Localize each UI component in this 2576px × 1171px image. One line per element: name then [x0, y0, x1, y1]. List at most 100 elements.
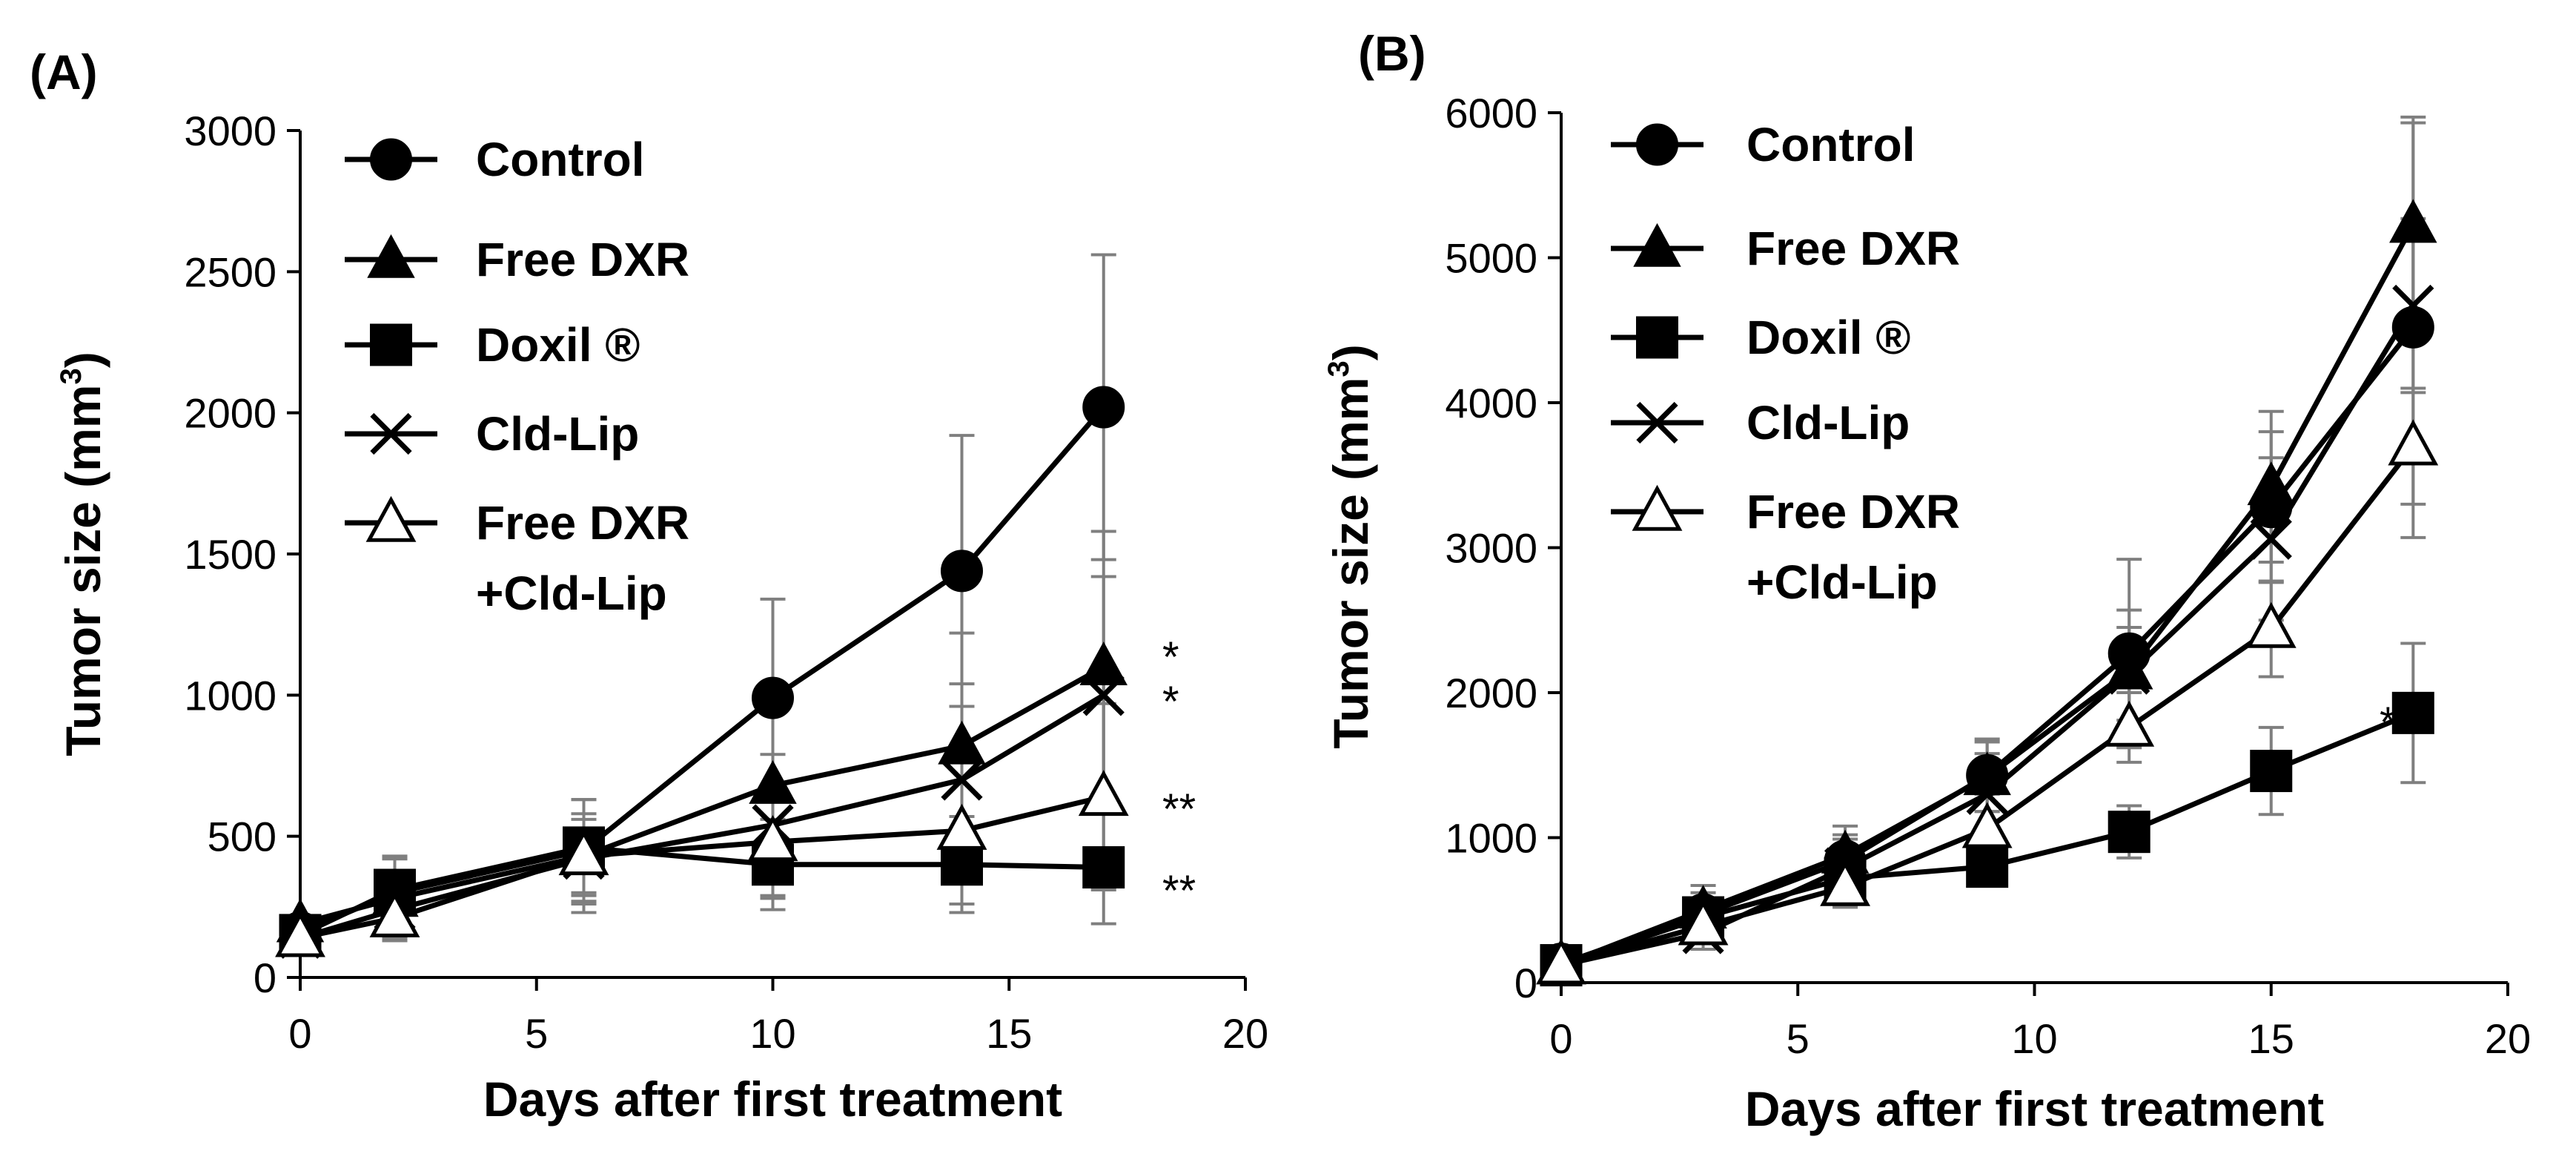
legend: Control Free DXR Doxil ® Cld-Lip Free DXR +Cl…: [1611, 118, 1960, 609]
data-point-cross: [2108, 653, 2150, 695]
y-tick-label: 2000: [184, 390, 277, 437]
legend-marker-cross: [1636, 401, 1678, 444]
y-tick-label: 2000: [1445, 670, 1537, 716]
x-tick-label: 10: [2011, 1015, 2057, 1062]
y-tick-label: 4000: [1445, 380, 1537, 426]
y-axis-title-main: Tumor size (mm: [56, 385, 110, 756]
data-point-open-triangle: [1820, 860, 1871, 906]
significance-marker: *: [1162, 678, 1179, 726]
legend-label: Control: [1746, 118, 1916, 171]
data-point-triangle: [749, 759, 797, 804]
y-tick-label: 0: [254, 954, 277, 1001]
data-point-circle: [1082, 386, 1125, 429]
data-point-cross: [1966, 773, 2008, 815]
legend-marker-open-triangle: [365, 495, 417, 542]
legend-marker-square: [370, 323, 412, 366]
y-tick-label: 5000: [1445, 235, 1537, 282]
x-tick-label: 15: [986, 1010, 1032, 1057]
data-point-open-triangle: [2245, 601, 2297, 648]
legend-label: Doxil ®: [476, 318, 640, 372]
data-point-triangle: [938, 720, 986, 765]
y-axis-title-sup: 3: [1322, 360, 1355, 377]
data-point-triangle: [2389, 199, 2437, 243]
legend-label: Free DXR: [1746, 485, 1960, 538]
x-axis-title: Days after first treatment: [1745, 1081, 2324, 1136]
data-point-open-triangle: [936, 803, 987, 850]
legend-label: Free DXR: [1746, 222, 1960, 275]
data-point-open-triangle: [275, 911, 325, 957]
data-point-open-triangle: [1078, 770, 1129, 817]
y-axis-title-end: ): [56, 352, 110, 368]
legend-marker-square: [1636, 316, 1678, 359]
legend: Control Free DXR Doxil ® Cld-Lip Free DXR +Cl…: [345, 133, 689, 620]
x-tick-label: 10: [749, 1010, 795, 1057]
legend-label: +Cld-Lip: [1746, 555, 1938, 609]
data-point-open-triangle: [558, 829, 609, 876]
data-point-triangle: [1079, 641, 1128, 686]
data-point-triangle: [2105, 645, 2153, 690]
y-tick-label: 3000: [184, 108, 277, 154]
legend-label: Cld-Lip: [1746, 396, 1910, 449]
data-point-cross: [1082, 674, 1125, 716]
y-axis-title: Tumor size (mm3): [55, 352, 110, 756]
data-point-open-triangle: [1678, 899, 1729, 946]
x-tick-label: 15: [2248, 1015, 2294, 1062]
data-point-circle: [941, 550, 983, 593]
y-tick-label: 3000: [1445, 525, 1537, 572]
data-point-open-triangle: [1961, 802, 2013, 848]
y-axis-title-sup: 3: [55, 368, 87, 384]
y-tick-label: 1000: [184, 672, 277, 719]
y-tick-label: 500: [208, 814, 277, 860]
legend-label: Doxil ®: [1746, 311, 1910, 364]
legend-marker-open-triangle: [1632, 484, 1683, 531]
significance-marker: **: [2380, 699, 2413, 747]
y-axis-title-main: Tumor size (mm: [1323, 377, 1378, 749]
data-point-square: [941, 843, 983, 886]
legend-marker-triangle: [1633, 222, 1681, 267]
data-point-square: [1966, 845, 2009, 888]
significance-marker: *: [1162, 633, 1179, 682]
x-axis-title: Days after first treatment: [483, 1072, 1062, 1127]
y-tick-label: 1500: [184, 531, 277, 578]
data-point-triangle: [2247, 461, 2295, 506]
significance-marker: **: [1162, 785, 1196, 834]
data-point-circle: [2391, 306, 2434, 349]
y-tick-label: 2500: [184, 248, 277, 295]
data-point-square: [1082, 846, 1125, 889]
x-tick-label: 20: [1222, 1010, 1268, 1057]
panel-label: (B): [1358, 26, 1426, 81]
data-point-cross: [2250, 518, 2292, 560]
legend-label: Cld-Lip: [476, 407, 639, 461]
chart-panel-a: (A) 0 500 1000 1500 2000 2500 3000 0 5 10 15 20 Days …: [30, 44, 1268, 1127]
y-tick-label: 0: [1514, 960, 1537, 1006]
data-point-cross: [941, 759, 983, 801]
series-line-circle: [299, 405, 1106, 935]
data-point-circle: [752, 676, 794, 719]
y-tick-label: 6000: [1445, 90, 1537, 136]
data-point-open-triangle: [747, 815, 798, 862]
data-point-cross: [2392, 284, 2434, 327]
legend-label: Free DXR: [476, 233, 689, 286]
legend-label: Control: [476, 133, 645, 186]
significance-marker: **: [1162, 867, 1196, 915]
x-tick-label: 0: [288, 1010, 311, 1057]
data-point-open-triangle: [369, 891, 420, 937]
legend-label: +Cld-Lip: [476, 567, 667, 620]
data-point-square: [2391, 691, 2434, 734]
y-axis-title-end: ): [1323, 344, 1378, 360]
y-axis-title: Tumor size (mm3): [1322, 344, 1378, 748]
legend-marker-circle: [1636, 123, 1678, 166]
data-point-open-triangle: [2388, 419, 2439, 466]
data-point-square: [2108, 811, 2150, 854]
legend-marker-cross: [370, 412, 412, 455]
x-tick-label: 5: [525, 1010, 548, 1057]
x-tick-label: 5: [1787, 1015, 1810, 1062]
data-point-open-triangle: [1536, 938, 1586, 985]
data-point-square: [2250, 750, 2293, 793]
data-point-open-triangle: [2104, 700, 2155, 747]
legend-marker-circle: [370, 138, 412, 181]
x-tick-label: 0: [1549, 1015, 1572, 1062]
panel-label: (A): [30, 44, 98, 99]
